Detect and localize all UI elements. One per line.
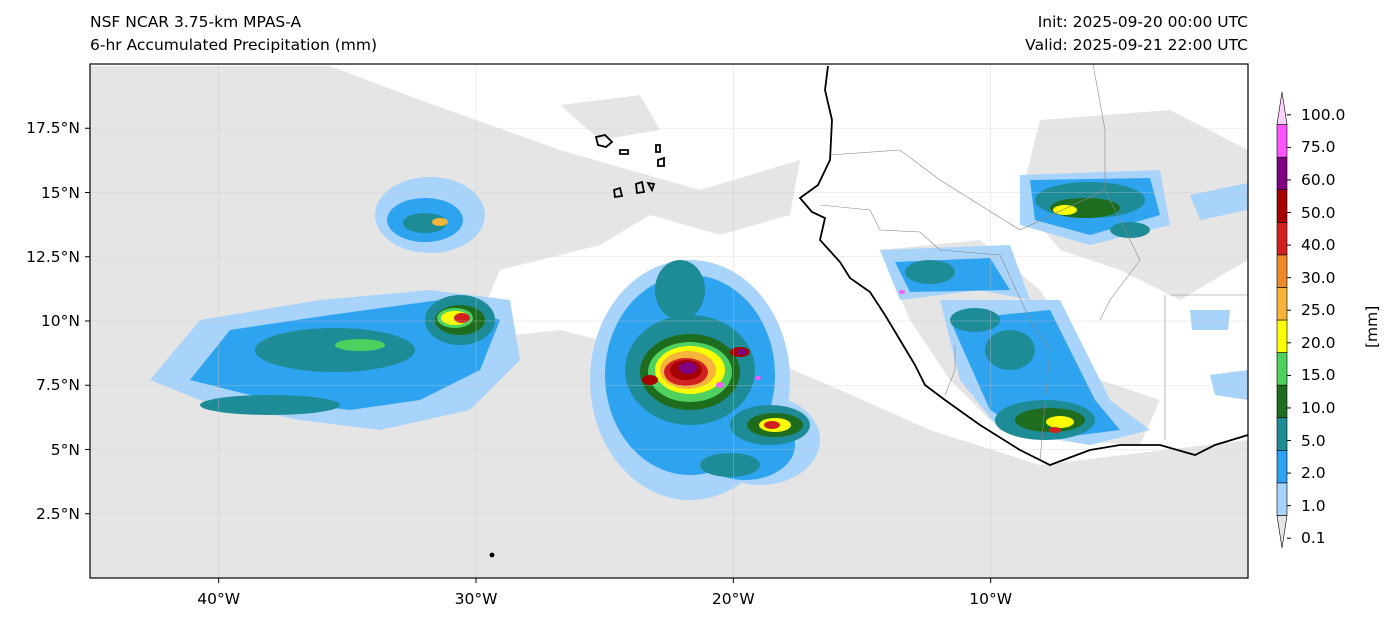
colorbar-level-label: 100.0 bbox=[1301, 105, 1346, 124]
colorbar-swatch bbox=[1276, 156, 1288, 191]
colorbar-units: [mm] bbox=[1363, 305, 1381, 348]
colorbar-swatch bbox=[1276, 417, 1288, 451]
gridlines bbox=[90, 64, 1248, 578]
init-time: Init: 2025-09-20 00:00 UTC bbox=[1037, 13, 1248, 31]
colorbar bbox=[1276, 91, 1291, 549]
colorbar-level-label: 25.0 bbox=[1301, 301, 1336, 320]
colorbar-swatch bbox=[1276, 515, 1288, 549]
colorbar-level-label: 40.0 bbox=[1301, 236, 1336, 255]
lat-tick-label: 7.5°N bbox=[36, 376, 80, 395]
colorbar-level-label: 0.1 bbox=[1301, 529, 1326, 548]
colorbar-level-label: 20.0 bbox=[1301, 333, 1336, 352]
colorbar-level-label: 75.0 bbox=[1301, 138, 1336, 157]
lat-tick-label: 15°N bbox=[40, 183, 80, 202]
colorbar-level-label: 1.0 bbox=[1301, 496, 1326, 515]
colorbar-swatch bbox=[1276, 287, 1288, 321]
colorbar-swatch bbox=[1276, 221, 1288, 256]
colorbar-swatch bbox=[1276, 124, 1288, 158]
lon-tick-label: 40°W bbox=[197, 590, 241, 608]
colorbar-level-label: 15.0 bbox=[1301, 366, 1336, 385]
lon-tick-label: 30°W bbox=[454, 590, 498, 608]
lon-tick-label: 20°W bbox=[711, 590, 755, 608]
colorbar-swatch bbox=[1276, 384, 1288, 419]
precip-layer-60 bbox=[679, 349, 747, 374]
colorbar-swatch bbox=[1276, 482, 1288, 516]
colorbar-swatch bbox=[1276, 449, 1288, 484]
colorbar-level-label: 50.0 bbox=[1301, 203, 1336, 222]
colorbar-swatch bbox=[1276, 254, 1288, 288]
country-borders bbox=[819, 64, 1248, 461]
colorbar-swatch bbox=[1276, 352, 1288, 386]
colorbar-swatch bbox=[1276, 91, 1288, 125]
lat-tick-label: 5°N bbox=[50, 440, 80, 459]
coastline bbox=[489, 65, 1248, 558]
lat-tick-label: 12.5°N bbox=[26, 247, 80, 266]
valid-time: Valid: 2025-09-21 22:00 UTC bbox=[1025, 36, 1248, 54]
lat-tick-label: 17.5°N bbox=[26, 119, 80, 138]
title-model: NSF NCAR 3.75-km MPAS-A bbox=[90, 13, 302, 31]
colorbar-level-label: 30.0 bbox=[1301, 268, 1336, 287]
lat-tick-label: 2.5°N bbox=[36, 504, 80, 523]
colorbar-level-label: 2.0 bbox=[1301, 464, 1326, 483]
lon-tick-label: 10°W bbox=[969, 590, 1013, 608]
colorbar-swatch bbox=[1276, 319, 1288, 353]
title-field: 6-hr Accumulated Precipitation (mm) bbox=[90, 36, 377, 54]
colorbar-swatch bbox=[1276, 189, 1288, 223]
colorbar-level-label: 5.0 bbox=[1301, 431, 1326, 450]
lat-tick-label: 10°N bbox=[40, 312, 80, 330]
colorbar-level-label: 10.0 bbox=[1301, 398, 1336, 417]
axis-ticks bbox=[85, 127, 992, 583]
colorbar-level-label: 60.0 bbox=[1301, 170, 1336, 189]
